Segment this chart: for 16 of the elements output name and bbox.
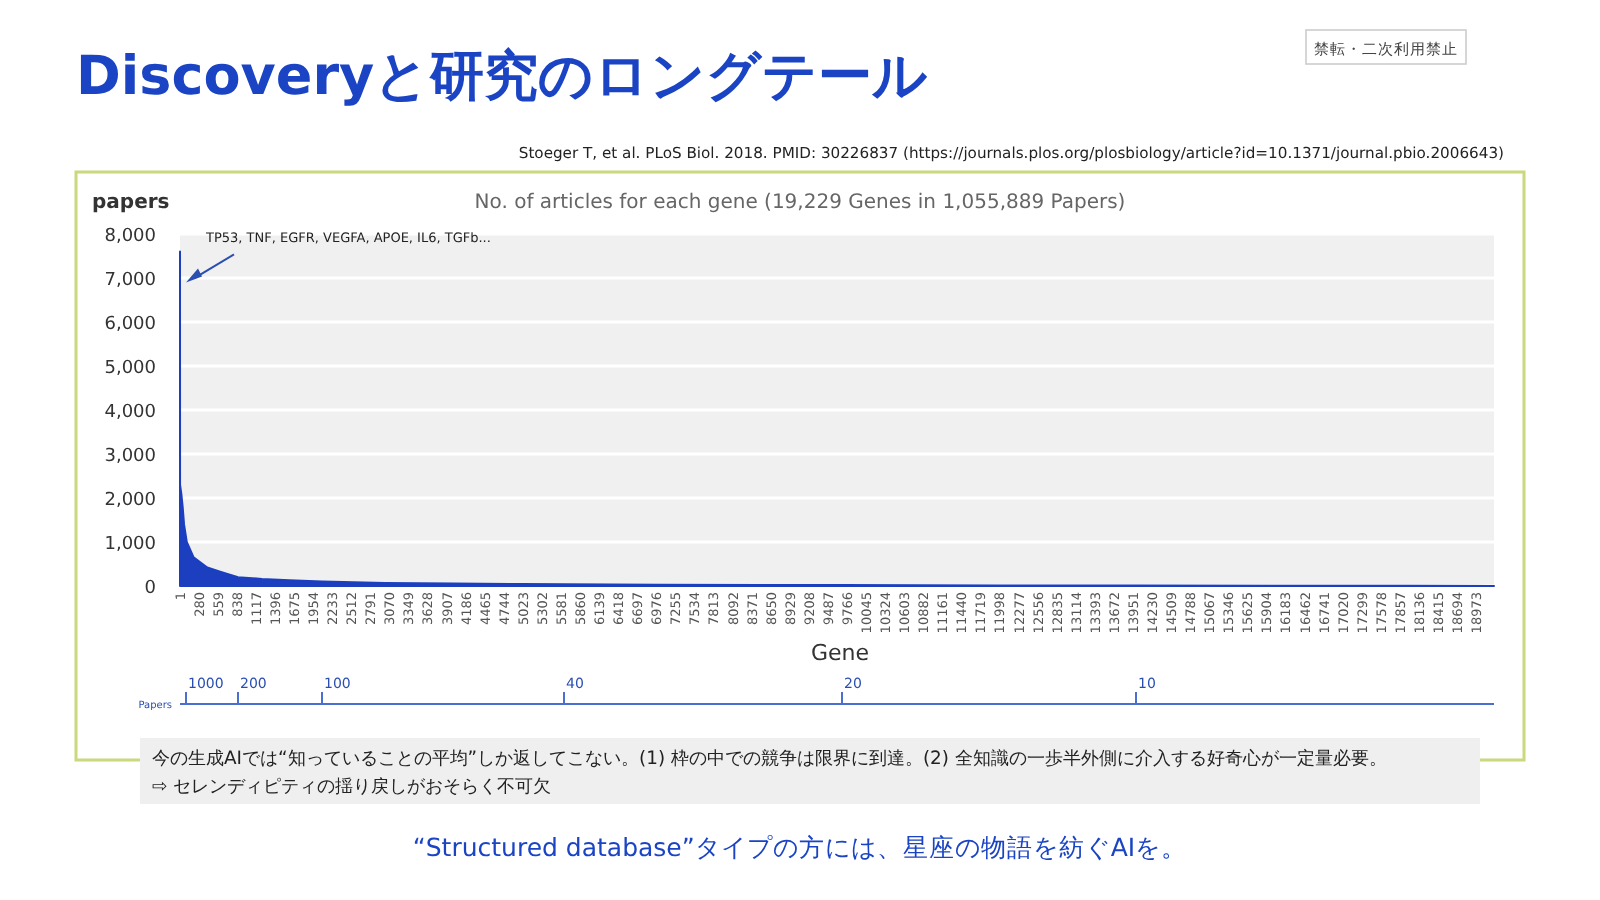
text: “Structured database”タイプの方には、星座の物語を紡ぐAIを。 [410,832,1190,866]
chart-subtitle: No. of articles for each gene (19,229 Genes in 1,055,889 Papers) [474,192,1126,214]
y-tick-label: 4,000 [104,403,157,423]
y-tick-label: 5,000 [104,359,157,379]
chart-title: Discoveryと研究のロングテール [76,46,929,108]
y-tick-label: 1,000 [104,535,157,555]
y-tick-label: 8,000 [104,227,157,247]
x-axis-title: Gene [810,640,870,666]
text: 今の生成AIでは“知っていることの平均”しか返してこない。(1) 枠の中での競争は限界に到達。(2) 全知識の一歩半外側に介入する好奇心が一定量必要。 [152,748,1387,770]
y-axis-title: papers [92,192,170,214]
y-tick-label: 2,000 [104,491,157,511]
y-tick-label: 7,000 [104,271,157,291]
y-tick-label: 3,000 [104,447,157,467]
y-tick-label: 6,000 [104,315,157,335]
text: ⇨ セレンディピティの揺り戻しがおそらく不可欠 [152,776,552,798]
y-tick-label: 0 [144,579,157,599]
